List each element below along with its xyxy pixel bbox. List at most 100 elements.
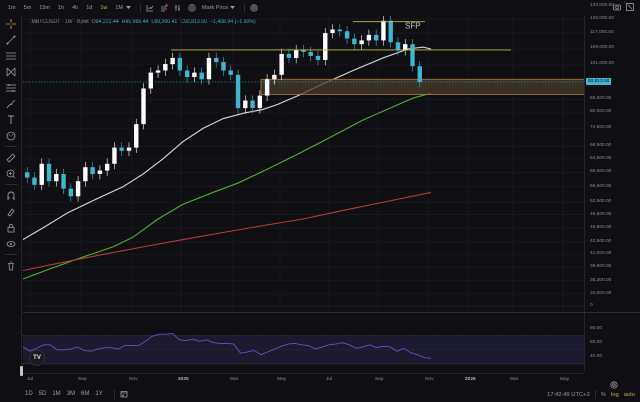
log-toggle[interactable]: log	[610, 391, 619, 398]
rsi-tick: 40.00	[590, 353, 603, 359]
time-label: Jul	[27, 377, 34, 382]
toolbar-divider	[113, 389, 115, 399]
text-icon[interactable]	[5, 114, 17, 126]
price-tick: 85,500.00	[590, 96, 612, 102]
percent-toggle[interactable]: %	[600, 391, 606, 398]
stay-drawing-icon[interactable]	[5, 206, 17, 218]
rsi-scale[interactable]: 80.00 60.00 40.00	[584, 313, 640, 371]
price-tick: 125,000.00	[590, 16, 615, 22]
price-tick: 49,500.00	[590, 211, 612, 217]
alert-icon[interactable]	[188, 4, 196, 12]
price-tick: 46,500.00	[590, 224, 612, 230]
timeframe-1h[interactable]: 1h	[57, 5, 65, 11]
rsi-pane[interactable]	[23, 325, 584, 371]
brush-icon[interactable]	[5, 98, 17, 110]
price-tick: 80,500.00	[590, 109, 612, 114]
price-tick: 74,500.00	[590, 125, 612, 131]
pattern-icon[interactable]	[5, 66, 17, 78]
volume-zero-tick: 0	[590, 303, 593, 308]
timeframe-1d[interactable]: 1d	[86, 5, 93, 11]
bottom-toolbar: 1D 5D 1M 3M 6M 1Y 17:42:49 UTC+2 % log a…	[0, 386, 640, 402]
sfp-annotation[interactable]: SFP	[405, 22, 421, 31]
timeframe-4h[interactable]: 4h	[72, 5, 79, 11]
range-1M[interactable]: 1M	[52, 391, 61, 397]
timeframe-1w[interactable]: 1w	[100, 5, 108, 11]
low-value: 89,260.41	[154, 19, 178, 25]
price-type-chevron-icon[interactable]	[230, 4, 236, 12]
time-label: Sep	[375, 377, 384, 382]
time-axis[interactable]: Jul Sep Nov 2025 Mar May Jul Sep Nov 2026 Mar May	[23, 373, 584, 385]
pane-resize-handle[interactable]	[20, 366, 23, 376]
price-tick: 41,000.00	[590, 251, 612, 257]
price-tick: 52,500.00	[590, 199, 612, 205]
price-scale[interactable]: 133,000.00 125,000.00 117,000.00 109,000.00…	[584, 3, 640, 312]
fib-icon[interactable]	[5, 82, 17, 94]
date-range-icon[interactable]	[120, 390, 128, 398]
compare-icon[interactable]	[174, 4, 182, 12]
price-tick: 38,600.00	[590, 264, 612, 270]
settings-icon[interactable]	[250, 4, 258, 12]
emoji-icon[interactable]	[5, 130, 17, 142]
price-type-dropdown[interactable]: Mark Price	[202, 5, 229, 11]
close-value: 92,813.50	[183, 19, 208, 25]
rsi-tick: 80.00	[590, 325, 603, 331]
open-value: 94,222.44	[95, 19, 119, 25]
current-price-badge: 92,813.50	[586, 78, 612, 86]
price-chart[interactable]: SFP	[23, 16, 584, 312]
visibility-icon[interactable]	[5, 238, 17, 250]
range-5D[interactable]: 5D	[38, 391, 47, 397]
range-6M[interactable]: 6M	[81, 391, 90, 397]
timeframe-15m[interactable]: 15m	[39, 5, 50, 11]
ruler-icon[interactable]	[5, 152, 17, 164]
trash-icon[interactable]	[5, 260, 17, 272]
toolbar-divider	[5, 146, 17, 147]
price-tick: 56,500.00	[590, 183, 612, 189]
fullscreen-icon[interactable]	[626, 3, 634, 11]
magnet-icon[interactable]	[5, 190, 17, 202]
horizontal-lines-icon[interactable]	[5, 50, 17, 62]
tradingview-logo[interactable]: TV	[29, 350, 45, 366]
price-tick: 64,500.00	[590, 155, 612, 161]
indicators-icon[interactable]	[160, 4, 168, 12]
high-value: 95,995.44	[125, 19, 149, 25]
symbol-title[interactable]: .MBTCUSDT · 1W · Bybit	[30, 19, 89, 25]
bottom-right-controls: 17:42:49 UTC+2 % log auto	[547, 390, 635, 399]
time-label: Jul	[326, 377, 333, 382]
price-tick: 117,000.00	[590, 30, 614, 36]
pane-divider[interactable]	[23, 312, 640, 313]
crosshair-icon[interactable]	[5, 18, 17, 30]
price-tick: 36,200.00	[590, 277, 612, 283]
price-tick: 109,000.00	[590, 45, 615, 51]
price-tick: 133,000.00	[590, 3, 615, 8]
timeframe-1M[interactable]: 1M	[115, 5, 124, 11]
time-label: 2026	[465, 377, 476, 382]
toolbar-divider	[5, 184, 17, 185]
top-right-actions	[613, 3, 634, 11]
time-label: May	[560, 377, 570, 382]
toolbar-divider	[594, 390, 596, 399]
lock-icon[interactable]	[5, 222, 17, 234]
timeframe-1m[interactable]: 1m	[8, 5, 16, 11]
time-label: Nov	[425, 377, 434, 382]
auto-toggle[interactable]: auto	[623, 391, 635, 398]
clock[interactable]: 17:42:49 UTC+2	[547, 391, 590, 398]
timeframe-5m[interactable]: 5m	[23, 5, 32, 11]
rsi-tick: 60.00	[590, 339, 603, 345]
zoom-in-icon[interactable]	[5, 168, 17, 180]
time-label: Mar	[510, 377, 519, 382]
price-tick: 34,000.00	[590, 291, 612, 296]
axis-settings-icon[interactable]	[610, 376, 618, 389]
trendline-icon[interactable]	[5, 34, 17, 46]
time-label: Mar	[230, 377, 239, 382]
range-3M[interactable]: 3M	[66, 391, 76, 397]
camera-icon[interactable]	[613, 3, 621, 11]
toolbar-divider	[140, 3, 142, 13]
price-tick: 43,500.00	[590, 238, 612, 244]
toolbar-divider	[244, 3, 246, 13]
chart-type-icon[interactable]	[146, 4, 154, 12]
timeframe-dropdown-icon[interactable]	[126, 4, 132, 12]
range-1D[interactable]: 1D	[25, 391, 33, 397]
range-1Y[interactable]: 1Y	[95, 391, 103, 397]
drawing-toolbar	[0, 16, 22, 376]
time-label: May	[277, 377, 287, 382]
